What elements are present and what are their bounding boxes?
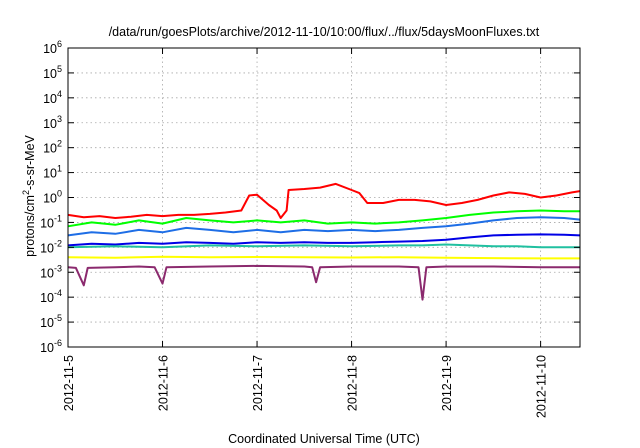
- y-tick-label-base: 10: [43, 192, 57, 206]
- chart-title: /data/run/goesPlots/archive/2012-11-10/1…: [109, 25, 540, 39]
- x-tick-label: 2012-11-5: [62, 355, 76, 411]
- x-tick-label: 2012-11-7: [251, 355, 265, 411]
- series-line-5: [67, 243, 580, 249]
- y-tick-label-base: 10: [40, 216, 54, 230]
- y-axis-title: protons/cm2-s-sr-MeV: [21, 134, 37, 256]
- y-tick-label: 100: [43, 189, 62, 206]
- plot-lines: [67, 182, 581, 301]
- y-tick-label-exp: 3: [57, 114, 62, 124]
- y-tick-label-exp: -5: [54, 313, 62, 323]
- y-axis-title-exp: 2: [21, 190, 31, 195]
- y-tick-label-base: 10: [40, 291, 54, 305]
- y-tick-label-exp: -6: [54, 338, 62, 348]
- y-tick-label-exp: -4: [54, 288, 62, 298]
- series-line-2: [67, 209, 580, 228]
- y-tick-label-exp: 6: [57, 39, 62, 49]
- y-axis-title-rest: -s-sr-MeV: [23, 134, 37, 190]
- y-tick-label-base: 10: [40, 266, 54, 280]
- y-tick-label-base: 10: [43, 67, 57, 81]
- y-tick-label-base: 10: [43, 42, 57, 56]
- y-tick-label: 10-5: [40, 313, 62, 330]
- y-tick-label: 104: [43, 89, 62, 106]
- y-tick-label-exp: 0: [57, 189, 62, 199]
- y-tick-label-exp: -2: [54, 238, 62, 248]
- series-line-4: [67, 233, 581, 247]
- series-line-1: [67, 182, 581, 219]
- y-axis-tick-labels: 10610510410310210110010-110-210-310-410-…: [40, 39, 62, 355]
- y-tick-label: 10-4: [40, 288, 62, 305]
- y-tick-label-base: 10: [43, 167, 57, 181]
- y-tick-label: 10-1: [40, 213, 62, 230]
- y-tick-label: 101: [43, 164, 62, 181]
- y-tick-label: 106: [43, 39, 62, 56]
- x-axis-tick-labels: 2012-11-5 2012-11-6 2012-11-7 2012-11-8 2012…: [62, 355, 549, 418]
- y-tick-label-base: 10: [43, 117, 57, 131]
- series-line-3: [67, 216, 581, 237]
- y-tick-label-exp: 5: [57, 64, 62, 74]
- y-tick-label-exp: -3: [54, 263, 62, 273]
- y-tick-label-exp: -1: [54, 213, 62, 223]
- series-line-6: [67, 255, 580, 260]
- x-axis-title: Coordinated Universal Time (UTC): [228, 432, 420, 446]
- y-tick-label: 10-6: [40, 338, 62, 355]
- y-tick-label: 102: [43, 139, 62, 156]
- axis-ticks: [67, 47, 580, 348]
- y-tick-label-exp: 2: [57, 139, 62, 149]
- y-tick-label-base: 10: [40, 341, 54, 355]
- y-tick-label: 10-2: [40, 238, 62, 255]
- y-tick-label-base: 10: [43, 142, 57, 156]
- x-tick-label: 2012-11-8: [346, 355, 360, 411]
- y-axis-title-base: protons/cm: [23, 195, 37, 257]
- y-tick-label-base: 10: [40, 241, 54, 255]
- y-tick-label: 105: [43, 64, 62, 81]
- y-tick-label-exp: 4: [57, 89, 62, 99]
- x-tick-label: 2012-11-9: [440, 355, 454, 411]
- y-tick-label: 103: [43, 114, 62, 131]
- x-tick-label: 2012-11-10: [535, 355, 549, 418]
- grid: [68, 47, 580, 348]
- y-tick-label-base: 10: [43, 92, 57, 106]
- y-tick-label-exp: 1: [57, 164, 62, 174]
- series-line-7: [67, 264, 580, 301]
- y-tick-label-base: 10: [40, 316, 54, 330]
- y-tick-label: 10-3: [40, 263, 62, 280]
- x-tick-label: 2012-11-6: [157, 355, 171, 411]
